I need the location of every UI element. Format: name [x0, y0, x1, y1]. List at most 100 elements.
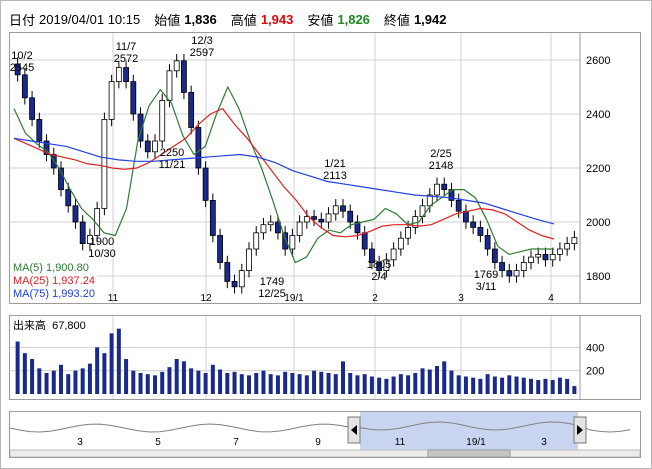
volume-bar [167, 367, 172, 394]
candle-body [72, 205, 79, 223]
candle-body [318, 218, 325, 223]
candle-body [202, 167, 209, 201]
candle-body [506, 270, 513, 277]
volume-bar [268, 374, 273, 394]
volume-bar [514, 376, 519, 394]
ma-legend: MA(5) 1,900.80 MA(25) 1,937.24 MA(75) 1,… [11, 262, 97, 301]
candle-body [528, 256, 534, 263]
candle-body [470, 221, 477, 228]
volume-bar [543, 378, 548, 394]
candle-body [361, 232, 368, 250]
ma5-legend: MA(5) 1,900.80 [13, 262, 89, 274]
volume-bar [254, 373, 259, 394]
candle-body [217, 235, 223, 263]
volume-bar [95, 347, 100, 394]
candle-body [296, 221, 303, 236]
volume-bar [398, 374, 403, 394]
candle-body [224, 262, 231, 282]
volume-bar [37, 368, 42, 394]
volume-bar [333, 374, 338, 394]
navigator-scrollbar [9, 449, 641, 458]
volume-bar [261, 370, 266, 394]
volume-bar [435, 366, 439, 394]
ma75-legend: MA(75) 1,993.20 [13, 288, 95, 300]
candle-body [253, 232, 260, 250]
volume-bar [210, 364, 215, 394]
candle-body [513, 270, 520, 277]
candle-body [354, 221, 361, 234]
candle-body [137, 113, 144, 142]
volume-bar [369, 376, 374, 394]
volume-tick-label: 400 [586, 342, 604, 354]
candle-body [260, 224, 267, 234]
volume-bar [449, 370, 454, 394]
candle-body [557, 248, 563, 255]
annotation-label: 2148 [429, 160, 453, 172]
candle-body [303, 216, 310, 223]
quote-header: 日付 2019/04/01 10:15 始値 1,836 高値 1,943 安値… [9, 9, 446, 29]
low-label: 安値 [307, 12, 334, 28]
candle-body [188, 92, 195, 128]
x-month-label: 4 [548, 293, 554, 303]
volume-bar [341, 361, 345, 394]
navigator-label: 9 [315, 437, 321, 448]
candle-body [542, 253, 549, 261]
annotation-label: 1/21 [324, 158, 345, 170]
high-label: 高値 [230, 12, 257, 28]
candle-body [441, 183, 448, 190]
volume-bar [153, 375, 157, 394]
annotation-label: 10/30 [88, 248, 116, 260]
volume-bar [160, 371, 165, 394]
candle-body [14, 63, 21, 76]
candle-body [275, 221, 281, 234]
annotation-label: 1805 [367, 259, 391, 271]
volume-bar [391, 376, 396, 394]
volume-bar [109, 333, 114, 394]
volume-bar [145, 374, 150, 394]
volume-bar [348, 373, 353, 394]
candle-body [491, 248, 498, 263]
candle-body [340, 205, 346, 212]
volume-bar [319, 371, 324, 394]
candle-body [267, 221, 274, 226]
candle-body [79, 221, 86, 245]
ma25-line [13, 107, 555, 240]
y-tick-label: 1800 [586, 271, 610, 283]
navigator-label: 5 [155, 437, 161, 448]
navigator-chart: 3 5 7 9 11 19/1 3 [9, 412, 641, 458]
range-navigator[interactable]: 3 5 7 9 11 19/1 3 [9, 411, 641, 458]
annotation-label: 2545 [10, 62, 34, 74]
candle-body [520, 262, 527, 271]
navigator-scroll-thumb[interactable] [427, 449, 511, 458]
volume-title: 出来高 67,800 [11, 317, 88, 333]
volume-bar [326, 373, 331, 394]
volume-bar [572, 386, 577, 394]
volume-bar [80, 368, 85, 394]
candle-body [282, 232, 289, 250]
candle-body [311, 216, 317, 220]
annotation-label: 12/3 [191, 35, 212, 47]
navigator-line [9, 421, 631, 433]
low-value: 1,826 [337, 11, 370, 27]
volume-bar [181, 361, 186, 394]
open-value: 1,836 [184, 11, 217, 27]
candle-body [238, 270, 245, 288]
volume-bar [59, 364, 63, 394]
candle-body [43, 140, 50, 155]
volume-bar [174, 359, 179, 394]
annotation-label: 2572 [114, 53, 138, 65]
candle-body [499, 262, 505, 271]
candle-body [477, 226, 484, 236]
annotation-label: 1769 [474, 269, 498, 281]
navigator-label: 11 [395, 437, 406, 448]
annotation-label: 2/25 [430, 148, 451, 160]
annotation-label: 2250 [160, 147, 184, 159]
candle-body [347, 210, 354, 223]
candle-body [448, 189, 455, 201]
volume-bar [116, 328, 121, 394]
candle-body [101, 119, 108, 209]
annotation-label: 2/4 [371, 271, 386, 283]
candle-body [463, 210, 469, 223]
volume-bar [51, 370, 56, 394]
